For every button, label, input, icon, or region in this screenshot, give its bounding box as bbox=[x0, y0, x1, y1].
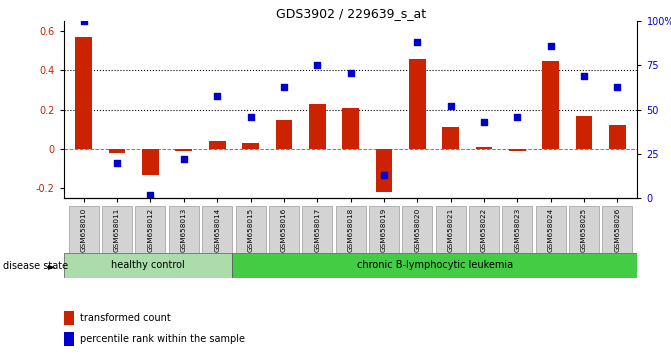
Bar bbox=[64, 332, 74, 346]
Text: ►: ► bbox=[48, 261, 56, 271]
Text: GSM658026: GSM658026 bbox=[615, 208, 621, 252]
Text: GSM658023: GSM658023 bbox=[515, 208, 521, 252]
FancyBboxPatch shape bbox=[236, 206, 266, 253]
FancyBboxPatch shape bbox=[569, 206, 599, 253]
FancyBboxPatch shape bbox=[269, 206, 299, 253]
FancyBboxPatch shape bbox=[336, 206, 366, 253]
Point bbox=[178, 156, 189, 162]
Bar bbox=[409, 59, 425, 149]
Point bbox=[345, 70, 356, 75]
Bar bbox=[609, 125, 626, 149]
Text: transformed count: transformed count bbox=[80, 313, 170, 323]
FancyBboxPatch shape bbox=[603, 206, 633, 253]
Title: GDS3902 / 229639_s_at: GDS3902 / 229639_s_at bbox=[276, 7, 425, 20]
Point bbox=[79, 18, 89, 24]
Bar bbox=[342, 108, 359, 149]
Point bbox=[278, 84, 289, 90]
Text: percentile rank within the sample: percentile rank within the sample bbox=[80, 334, 245, 344]
Bar bbox=[576, 116, 592, 149]
FancyBboxPatch shape bbox=[403, 206, 432, 253]
FancyBboxPatch shape bbox=[64, 253, 232, 278]
Text: GSM658014: GSM658014 bbox=[214, 208, 220, 252]
Text: GSM658017: GSM658017 bbox=[314, 208, 320, 252]
Bar bbox=[109, 149, 125, 153]
Point bbox=[546, 43, 556, 49]
Bar bbox=[542, 61, 559, 149]
Bar bbox=[209, 141, 225, 149]
Bar bbox=[476, 147, 493, 149]
Text: GSM658011: GSM658011 bbox=[114, 208, 120, 252]
FancyBboxPatch shape bbox=[202, 206, 232, 253]
Text: chronic B-lymphocytic leukemia: chronic B-lymphocytic leukemia bbox=[357, 261, 513, 270]
Text: GSM658010: GSM658010 bbox=[81, 208, 87, 252]
Text: GSM658015: GSM658015 bbox=[248, 208, 254, 252]
FancyBboxPatch shape bbox=[232, 253, 637, 278]
Point bbox=[512, 114, 523, 120]
FancyBboxPatch shape bbox=[369, 206, 399, 253]
Bar bbox=[242, 143, 259, 149]
Bar bbox=[509, 149, 525, 151]
FancyBboxPatch shape bbox=[469, 206, 499, 253]
Text: GSM658022: GSM658022 bbox=[481, 208, 487, 252]
Bar bbox=[176, 149, 192, 151]
Point bbox=[245, 114, 256, 120]
Bar bbox=[142, 149, 159, 175]
Point bbox=[478, 119, 489, 125]
Text: GSM658025: GSM658025 bbox=[581, 208, 587, 252]
Text: GSM658013: GSM658013 bbox=[180, 208, 187, 252]
Bar bbox=[276, 120, 293, 149]
FancyBboxPatch shape bbox=[535, 206, 566, 253]
Point bbox=[145, 192, 156, 198]
Text: GSM658012: GSM658012 bbox=[148, 208, 154, 252]
Point bbox=[112, 160, 123, 166]
FancyBboxPatch shape bbox=[435, 206, 466, 253]
Text: disease state: disease state bbox=[3, 261, 68, 271]
Point bbox=[378, 172, 389, 178]
Text: GSM658018: GSM658018 bbox=[348, 208, 354, 252]
FancyBboxPatch shape bbox=[503, 206, 532, 253]
Bar bbox=[64, 312, 74, 325]
Point bbox=[212, 93, 223, 98]
Text: GSM658021: GSM658021 bbox=[448, 208, 454, 252]
FancyBboxPatch shape bbox=[302, 206, 332, 253]
Point bbox=[612, 84, 623, 90]
Text: GSM658020: GSM658020 bbox=[414, 208, 420, 252]
Bar bbox=[376, 149, 393, 192]
Bar bbox=[442, 127, 459, 149]
FancyBboxPatch shape bbox=[68, 206, 99, 253]
Point bbox=[578, 73, 589, 79]
Point bbox=[312, 63, 323, 68]
FancyBboxPatch shape bbox=[169, 206, 199, 253]
Point bbox=[446, 103, 456, 109]
Text: GSM658019: GSM658019 bbox=[381, 208, 387, 252]
Text: GSM658016: GSM658016 bbox=[281, 208, 287, 252]
Text: GSM658024: GSM658024 bbox=[548, 208, 554, 252]
Bar bbox=[309, 104, 325, 149]
Point bbox=[412, 40, 423, 45]
FancyBboxPatch shape bbox=[102, 206, 132, 253]
FancyBboxPatch shape bbox=[136, 206, 166, 253]
Text: healthy control: healthy control bbox=[111, 261, 185, 270]
Bar bbox=[75, 37, 92, 149]
